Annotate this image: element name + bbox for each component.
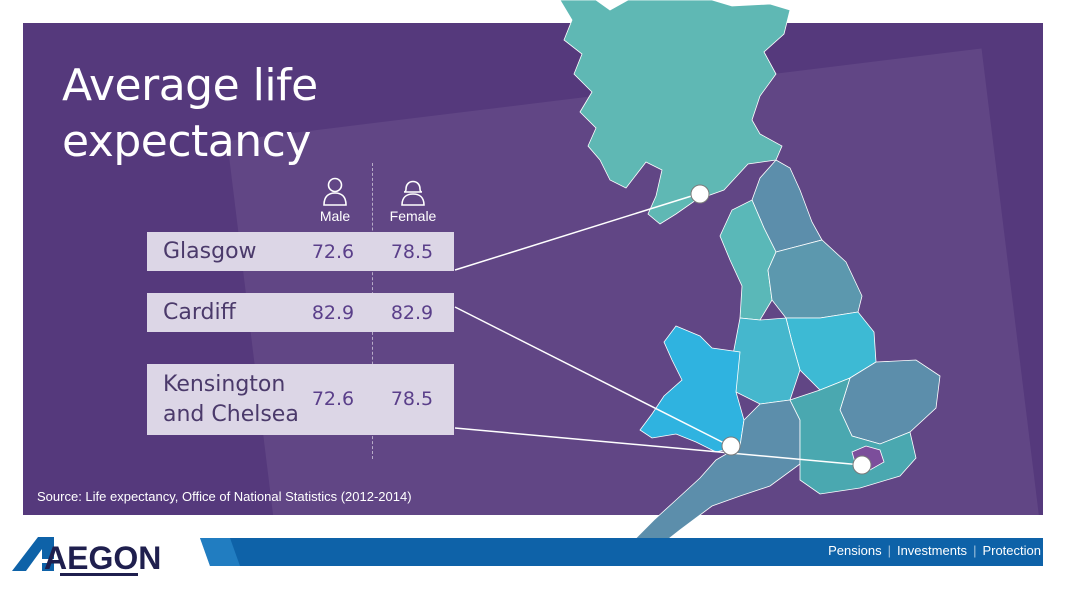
person-female-outline-icon — [401, 180, 425, 206]
city-name-line1: Kensington — [163, 372, 286, 397]
tagline-protection: Protection — [982, 543, 1041, 558]
region-yorkshire — [767, 239, 863, 319]
male-value: 72.6 — [311, 388, 355, 410]
source-note: Source: Life expectancy, Office of Natio… — [37, 489, 412, 504]
female-label: Female — [389, 208, 437, 224]
row-glasgow: Glasgow 72.6 78.5 — [147, 232, 454, 271]
aegon-logo: AEGON — [12, 537, 161, 576]
tagline-pensions: Pensions — [828, 543, 882, 558]
connector-kensington — [454, 427, 863, 466]
map-marker-circle-icon — [852, 455, 872, 475]
row-cardiff: Cardiff 82.9 82.9 — [147, 293, 454, 332]
female-value: 78.5 — [390, 388, 434, 410]
region-wales — [639, 325, 745, 453]
row-kensington-chelsea: Kensington and Chelsea 72.6 78.5 — [147, 364, 454, 435]
map-marker-circle-icon — [721, 436, 741, 456]
male-label: Male — [319, 208, 351, 224]
male-value: 72.6 — [311, 241, 355, 263]
male-column-header: Male — [295, 176, 375, 224]
city-name-line2: and Chelsea — [163, 402, 299, 427]
male-value: 82.9 — [311, 302, 355, 324]
tagline-separator: | — [887, 543, 891, 558]
svg-text:AEGON: AEGON — [44, 540, 161, 576]
female-column-header: Female — [373, 176, 453, 224]
footer-bar — [200, 538, 1043, 566]
infographic-title: Average life expectancy — [62, 60, 318, 167]
map-marker-circle-icon — [690, 184, 710, 204]
connector-glasgow — [454, 193, 699, 271]
region-south-east — [789, 377, 917, 495]
female-value: 78.5 — [390, 241, 434, 263]
tagline-separator: | — [973, 543, 977, 558]
female-value: 82.9 — [390, 302, 434, 324]
person-outline-icon — [323, 177, 347, 206]
tagline: Pensions | Investments | Protection — [828, 543, 1041, 558]
city-name: Glasgow — [163, 239, 257, 264]
connector-cardiff — [454, 306, 731, 447]
tagline-investments: Investments — [896, 543, 968, 558]
city-name: Cardiff — [163, 300, 236, 325]
